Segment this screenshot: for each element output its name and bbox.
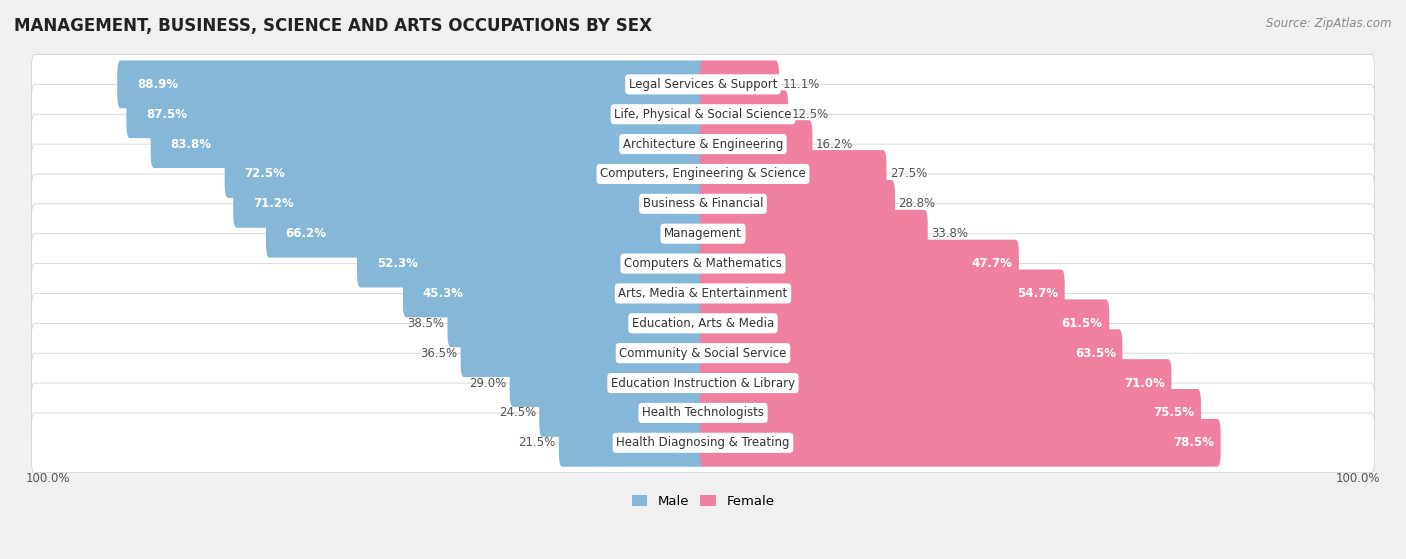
FancyBboxPatch shape: [127, 91, 706, 138]
FancyBboxPatch shape: [538, 389, 706, 437]
Text: 27.5%: 27.5%: [890, 168, 927, 181]
FancyBboxPatch shape: [31, 383, 1375, 443]
Text: 21.5%: 21.5%: [519, 436, 555, 449]
FancyBboxPatch shape: [117, 60, 706, 108]
FancyBboxPatch shape: [31, 204, 1375, 264]
Text: 61.5%: 61.5%: [1062, 317, 1102, 330]
Text: Business & Financial: Business & Financial: [643, 197, 763, 210]
Text: 29.0%: 29.0%: [470, 377, 506, 390]
FancyBboxPatch shape: [31, 174, 1375, 234]
Text: 71.2%: 71.2%: [253, 197, 294, 210]
FancyBboxPatch shape: [404, 269, 706, 318]
Text: 83.8%: 83.8%: [170, 138, 211, 150]
Text: Management: Management: [664, 227, 742, 240]
Text: Legal Services & Support: Legal Services & Support: [628, 78, 778, 91]
FancyBboxPatch shape: [700, 180, 896, 228]
Text: 52.3%: 52.3%: [377, 257, 418, 270]
FancyBboxPatch shape: [700, 60, 779, 108]
FancyBboxPatch shape: [357, 240, 706, 287]
Text: 63.5%: 63.5%: [1074, 347, 1116, 359]
FancyBboxPatch shape: [700, 419, 1220, 467]
Text: 72.5%: 72.5%: [245, 168, 285, 181]
FancyBboxPatch shape: [700, 389, 1201, 437]
FancyBboxPatch shape: [700, 329, 1122, 377]
FancyBboxPatch shape: [31, 323, 1375, 383]
FancyBboxPatch shape: [700, 120, 813, 168]
FancyBboxPatch shape: [150, 120, 706, 168]
Text: 45.3%: 45.3%: [423, 287, 464, 300]
FancyBboxPatch shape: [700, 210, 928, 258]
Text: 33.8%: 33.8%: [931, 227, 967, 240]
Text: 66.2%: 66.2%: [285, 227, 326, 240]
Text: 28.8%: 28.8%: [898, 197, 935, 210]
FancyBboxPatch shape: [447, 300, 706, 347]
Text: 75.5%: 75.5%: [1153, 406, 1195, 419]
FancyBboxPatch shape: [461, 329, 706, 377]
Text: 12.5%: 12.5%: [792, 108, 828, 121]
Text: 87.5%: 87.5%: [146, 108, 187, 121]
FancyBboxPatch shape: [31, 144, 1375, 204]
Text: Architecture & Engineering: Architecture & Engineering: [623, 138, 783, 150]
FancyBboxPatch shape: [31, 54, 1375, 114]
FancyBboxPatch shape: [31, 413, 1375, 473]
Text: 36.5%: 36.5%: [420, 347, 457, 359]
Text: 71.0%: 71.0%: [1125, 377, 1166, 390]
Text: Education Instruction & Library: Education Instruction & Library: [612, 377, 794, 390]
Text: Education, Arts & Media: Education, Arts & Media: [631, 317, 775, 330]
FancyBboxPatch shape: [510, 359, 706, 407]
FancyBboxPatch shape: [700, 359, 1171, 407]
FancyBboxPatch shape: [700, 300, 1109, 347]
Text: 11.1%: 11.1%: [782, 78, 820, 91]
Text: Computers, Engineering & Science: Computers, Engineering & Science: [600, 168, 806, 181]
FancyBboxPatch shape: [233, 180, 706, 228]
Text: Source: ZipAtlas.com: Source: ZipAtlas.com: [1267, 17, 1392, 30]
Text: 16.2%: 16.2%: [815, 138, 853, 150]
Text: Health Diagnosing & Treating: Health Diagnosing & Treating: [616, 436, 790, 449]
FancyBboxPatch shape: [266, 210, 706, 258]
Text: 24.5%: 24.5%: [499, 406, 536, 419]
Text: MANAGEMENT, BUSINESS, SCIENCE AND ARTS OCCUPATIONS BY SEX: MANAGEMENT, BUSINESS, SCIENCE AND ARTS O…: [14, 17, 652, 35]
FancyBboxPatch shape: [700, 150, 886, 198]
FancyBboxPatch shape: [700, 91, 789, 138]
Text: 47.7%: 47.7%: [972, 257, 1012, 270]
Legend: Male, Female: Male, Female: [626, 489, 780, 513]
FancyBboxPatch shape: [700, 240, 1019, 287]
Text: 38.5%: 38.5%: [408, 317, 444, 330]
FancyBboxPatch shape: [225, 150, 706, 198]
Text: 54.7%: 54.7%: [1017, 287, 1059, 300]
Text: Health Technologists: Health Technologists: [643, 406, 763, 419]
Text: Life, Physical & Social Science: Life, Physical & Social Science: [614, 108, 792, 121]
FancyBboxPatch shape: [700, 269, 1064, 318]
Text: Arts, Media & Entertainment: Arts, Media & Entertainment: [619, 287, 787, 300]
Text: Community & Social Service: Community & Social Service: [619, 347, 787, 359]
FancyBboxPatch shape: [558, 419, 706, 467]
FancyBboxPatch shape: [31, 353, 1375, 413]
FancyBboxPatch shape: [31, 114, 1375, 174]
Text: Computers & Mathematics: Computers & Mathematics: [624, 257, 782, 270]
FancyBboxPatch shape: [31, 84, 1375, 144]
FancyBboxPatch shape: [31, 264, 1375, 323]
FancyBboxPatch shape: [31, 234, 1375, 293]
Text: 88.9%: 88.9%: [136, 78, 179, 91]
FancyBboxPatch shape: [31, 293, 1375, 353]
Text: 78.5%: 78.5%: [1173, 436, 1215, 449]
